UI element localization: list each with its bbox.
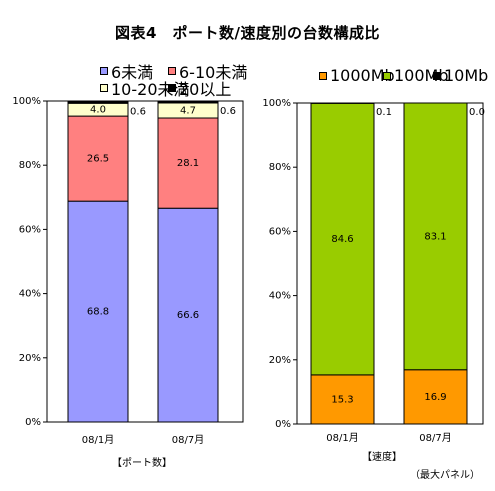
data-label: 16.9 — [424, 392, 446, 403]
legend-item: 20以上 — [168, 76, 231, 100]
bar-segment — [157, 100, 219, 104]
legend-swatch — [100, 84, 108, 92]
data-label: 68.8 — [87, 307, 109, 318]
legend-item: 100Mb — [383, 66, 449, 85]
data-label: 0.6 — [130, 106, 146, 117]
y-tick-label: 60% — [19, 224, 41, 235]
y-tick-label: 80% — [269, 162, 291, 173]
data-label: 0.6 — [220, 106, 236, 117]
legend-label: 10Mb — [444, 66, 489, 85]
bar-segment — [403, 369, 468, 425]
legend-label: 100Mb — [394, 66, 449, 85]
x-tick-label: 08/7月 — [172, 434, 204, 446]
legend-item: 6未満 — [100, 59, 153, 83]
y-tick-label: 100% — [262, 98, 291, 109]
data-label: 4.0 — [90, 105, 106, 116]
legend-swatch — [383, 71, 391, 80]
legend-label: 6-10未満 — [179, 63, 248, 82]
legend-swatch — [168, 84, 176, 92]
x-axis-label-port: 【ポート数】 — [112, 458, 172, 469]
data-label: 0.0 — [469, 107, 485, 118]
bar-segment — [310, 374, 375, 425]
y-tick-label: 0% — [275, 419, 291, 430]
bar-segment — [67, 115, 129, 202]
legend-item: 1000Mb — [319, 66, 395, 85]
data-label: 26.5 — [87, 154, 109, 165]
x-tick-label: 08/1月 — [82, 434, 114, 446]
bar-segment — [157, 207, 219, 423]
y-tick-label: 80% — [19, 160, 41, 171]
bar-segment — [67, 100, 129, 104]
data-label: 0.1 — [376, 107, 392, 118]
legend-swatch — [168, 67, 176, 75]
legend-label: 20以上 — [179, 80, 232, 99]
data-label: 15.3 — [331, 394, 353, 405]
data-label: 66.6 — [177, 310, 199, 321]
chart-title: 図表4 ポート数/速度別の台数構成比 — [115, 24, 380, 42]
x-tick-label: 08/7月 — [419, 432, 451, 444]
y-tick-label: 40% — [19, 289, 41, 300]
legend-label: 6未満 — [111, 63, 154, 82]
data-label: 83.1 — [424, 231, 446, 242]
data-label: 84.6 — [331, 234, 353, 245]
x-tick-label: 08/1月 — [326, 432, 358, 444]
legend-item: 6-10未満 — [168, 59, 247, 83]
data-label: 28.1 — [177, 158, 199, 169]
source-note: （最大パネル） — [410, 470, 480, 481]
legend-label: 1000Mb — [330, 66, 395, 85]
y-tick-label: 0% — [25, 417, 41, 428]
bar-segment — [310, 102, 375, 376]
x-axis-label-speed: 【速度】 — [362, 452, 402, 463]
y-tick-label: 20% — [19, 353, 41, 364]
legend-swatch — [433, 71, 441, 80]
y-tick-label: 60% — [269, 226, 291, 237]
data-label: 4.7 — [180, 105, 196, 116]
bar-segment — [403, 102, 468, 371]
legend-swatch — [319, 71, 327, 80]
y-tick-label: 20% — [269, 355, 291, 366]
legend-swatch — [100, 67, 108, 75]
y-tick-label: 40% — [269, 291, 291, 302]
y-tick-label: 100% — [12, 96, 41, 107]
legend-item: 10Mb — [433, 66, 488, 85]
bar-segment — [67, 200, 129, 423]
